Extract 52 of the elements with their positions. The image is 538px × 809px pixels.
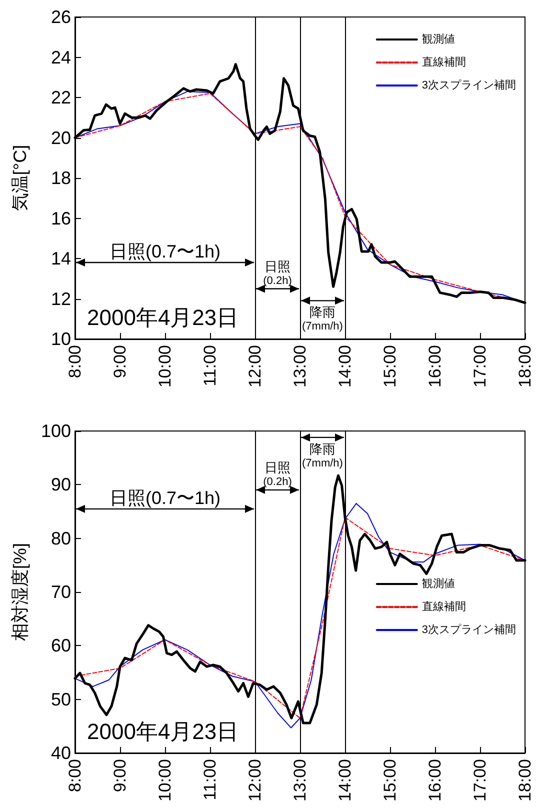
annotation: 2000年4月23日 xyxy=(87,719,239,744)
x-tick-label: 9:00 xyxy=(110,759,130,792)
x-tick-label: 13:00 xyxy=(290,759,310,802)
legend-label: 直線補間 xyxy=(422,56,466,68)
x-tick-label: 8:00 xyxy=(66,345,84,378)
x-tick-label: 12:00 xyxy=(246,345,264,388)
y-tick-label: 70 xyxy=(50,582,71,602)
y-axis-title: 相対湿度[%] xyxy=(10,542,30,642)
y-tick-label: 50 xyxy=(50,689,71,710)
y-tick-label: 16 xyxy=(50,208,71,228)
x-tick-label: 15:00 xyxy=(380,759,400,802)
y-tick-label: 60 xyxy=(50,636,71,656)
x-tick-label: 14:00 xyxy=(336,759,354,802)
y-tick-label: 12 xyxy=(50,288,71,309)
legend-label: 観測値 xyxy=(422,34,455,46)
x-tick-label: 10:00 xyxy=(156,345,174,388)
y-axis-title: 気温[°C] xyxy=(10,144,30,212)
x-tick-label: 16:00 xyxy=(426,345,444,388)
legend-label: 直線補間 xyxy=(422,600,466,613)
x-tick-label: 8:00 xyxy=(66,759,84,792)
annotation: 日照(0.7〜1h) xyxy=(109,242,221,262)
x-tick-label: 14:00 xyxy=(336,345,354,388)
x-tick-label: 12:00 xyxy=(246,759,264,802)
y-tick-label: 26 xyxy=(50,7,71,27)
annotation: 降雨 (7mm/h) xyxy=(302,304,343,333)
y-tick-label: 100 xyxy=(40,421,71,441)
annotation: 日照 (0.2h) xyxy=(263,258,292,287)
x-tick-label: 18:00 xyxy=(516,345,534,388)
y-tick-label: 20 xyxy=(50,128,71,148)
x-tick-label: 11:00 xyxy=(200,345,220,386)
y-tick-label: 80 xyxy=(50,528,71,548)
y-tick-label: 90 xyxy=(50,474,71,495)
x-tick-label: 11:00 xyxy=(200,759,220,800)
x-tick-label: 18:00 xyxy=(516,759,534,802)
legend-label: 3次スプライン補間 xyxy=(422,623,516,636)
annotation: 2000年4月23日 xyxy=(87,305,239,330)
x-tick-label: 9:00 xyxy=(110,345,130,378)
x-tick-label: 17:00 xyxy=(470,759,490,802)
y-tick-label: 22 xyxy=(50,88,71,108)
annotation: 日照 (0.2h) xyxy=(263,460,292,488)
x-tick-label: 13:00 xyxy=(290,345,310,388)
y-tick-label: 24 xyxy=(50,47,71,68)
legend-label: 観測値 xyxy=(422,578,455,590)
y-tick-label: 14 xyxy=(50,248,71,268)
x-tick-label: 17:00 xyxy=(470,345,490,388)
legend-label: 3次スプライン補間 xyxy=(422,78,516,92)
x-tick-label: 15:00 xyxy=(380,345,400,388)
annotation: 降雨 (7mm/h) xyxy=(302,441,343,470)
x-tick-label: 16:00 xyxy=(426,759,444,802)
y-tick-label: 18 xyxy=(50,168,71,188)
x-tick-label: 10:00 xyxy=(156,759,174,802)
annotation: 日照(0.7〜1h) xyxy=(109,488,221,508)
